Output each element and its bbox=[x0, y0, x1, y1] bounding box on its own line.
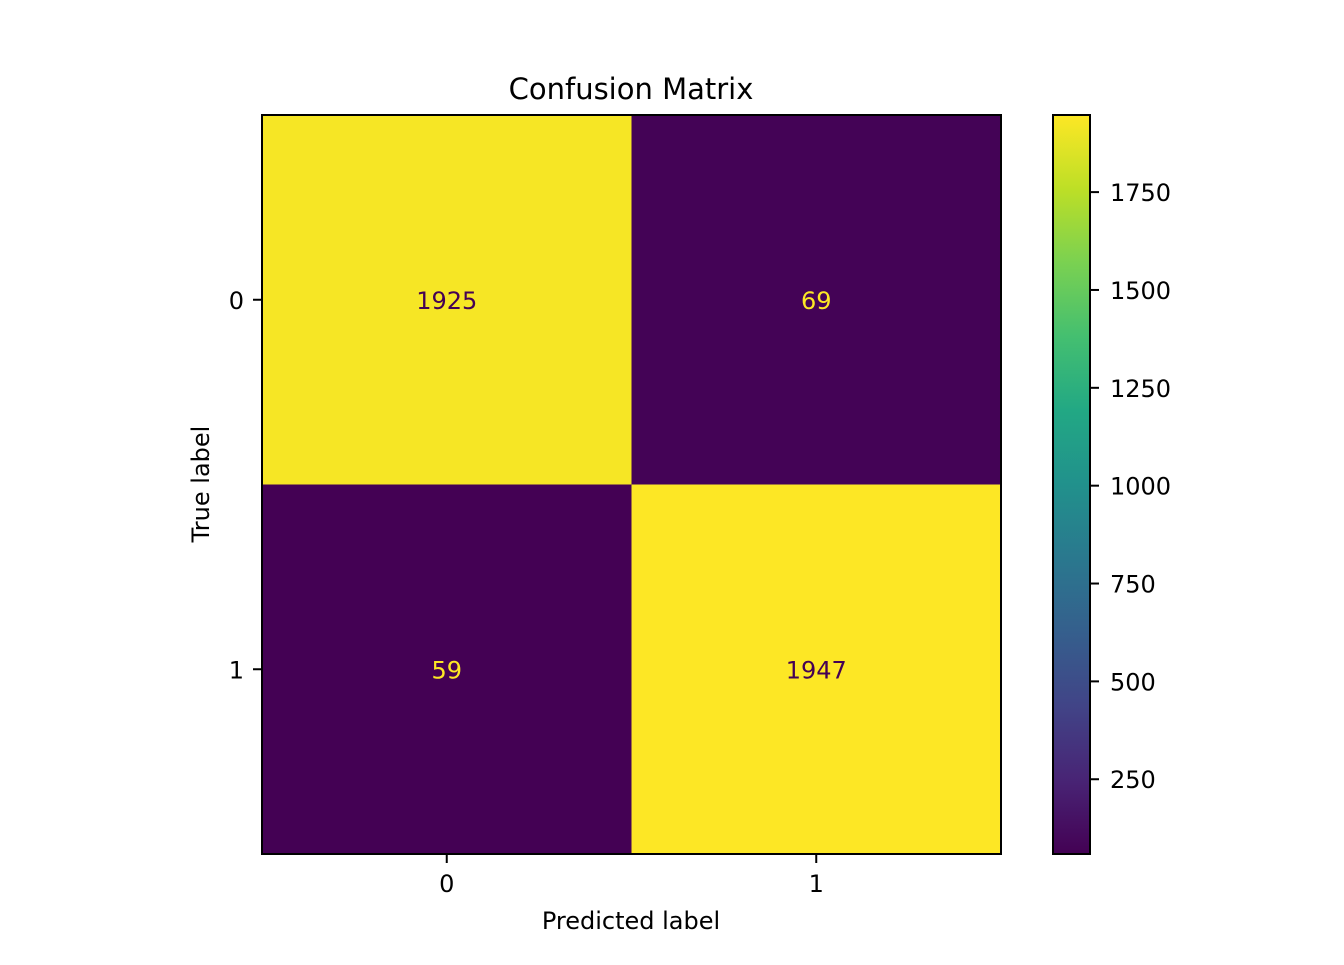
colorbar-ticks: 250 500 750 1000 1250 1500 1750 bbox=[1090, 179, 1171, 794]
cell-value-label: 69 bbox=[801, 287, 832, 315]
y-axis-ticks: 01 bbox=[229, 287, 262, 684]
y-axis-label: True label bbox=[187, 426, 215, 544]
x-tick-label: 0 bbox=[439, 870, 454, 898]
x-axis-label: Predicted label bbox=[542, 907, 720, 935]
y-tick-label: 0 bbox=[229, 287, 244, 315]
colorbar-tick-label: 1500 bbox=[1110, 277, 1171, 305]
heatmap-cells: 1925 69 59 1947 bbox=[262, 115, 1002, 855]
colorbar-tick-label: 500 bbox=[1110, 668, 1156, 696]
heatmap-cell bbox=[262, 115, 632, 485]
colorbar-tick-label: 1750 bbox=[1110, 179, 1171, 207]
y-tick-label: 1 bbox=[229, 656, 244, 684]
x-tick-label: 1 bbox=[809, 870, 824, 898]
colorbar bbox=[1052, 114, 1091, 855]
plot-frame bbox=[261, 114, 1002, 855]
colorbar-tick-label: 750 bbox=[1110, 571, 1156, 599]
cell-value-label: 1925 bbox=[416, 287, 477, 315]
cell-value-label: 59 bbox=[431, 656, 462, 684]
heatmap-cell bbox=[631, 115, 1002, 485]
colorbar-tick-label: 1250 bbox=[1110, 375, 1171, 403]
colorbar-tick-label: 250 bbox=[1110, 766, 1156, 794]
chart-title: Confusion Matrix bbox=[509, 72, 754, 106]
heatmap-cell bbox=[262, 484, 632, 855]
cell-value-label: 1947 bbox=[786, 656, 847, 684]
heatmap-cell bbox=[631, 484, 1002, 855]
colorbar-tick-label: 1000 bbox=[1110, 473, 1171, 501]
